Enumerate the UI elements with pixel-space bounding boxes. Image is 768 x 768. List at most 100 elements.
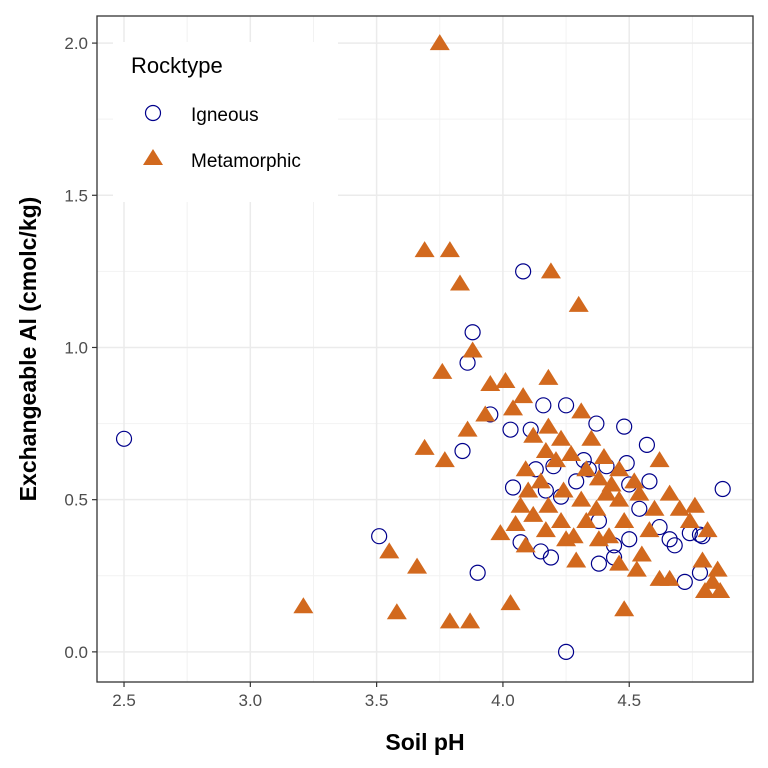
point-metamorphic [439, 612, 460, 629]
point-metamorphic [649, 451, 670, 468]
point-metamorphic [684, 496, 705, 513]
point-metamorphic [697, 521, 718, 538]
point-metamorphic [500, 594, 521, 611]
point-metamorphic [503, 399, 524, 416]
point-igneous [616, 418, 633, 435]
y-axis-ticks: 0.0 0.5 1.0 1.5 2.0 [64, 34, 97, 662]
point-metamorphic [538, 417, 559, 434]
point-igneous [557, 397, 575, 414]
point-metamorphic [515, 460, 536, 477]
point-igneous [568, 473, 585, 490]
point-metamorphic [692, 551, 713, 568]
point-metamorphic [710, 581, 731, 598]
point-metamorphic [695, 581, 716, 598]
x-axis-ticks: 2.5 3.0 3.5 4.0 4.5 [112, 682, 641, 710]
point-metamorphic [513, 387, 534, 404]
point-metamorphic [480, 375, 501, 392]
point-metamorphic [576, 460, 597, 477]
point-metamorphic [568, 295, 589, 312]
point-igneous [638, 436, 656, 453]
y-tick-label: 0.0 [64, 643, 88, 662]
point-igneous [714, 480, 731, 498]
point-metamorphic [386, 603, 407, 620]
point-igneous [676, 573, 693, 590]
legend: Rocktype Igneous Metamorphic [113, 42, 338, 202]
point-metamorphic [553, 481, 574, 498]
x-tick-label: 4.0 [491, 691, 515, 710]
point-metamorphic [535, 521, 556, 538]
point-metamorphic [530, 472, 551, 489]
point-igneous [542, 549, 560, 566]
point-metamorphic [614, 511, 635, 528]
point-metamorphic [576, 511, 597, 528]
point-igneous [590, 555, 608, 572]
point-metamorphic [538, 496, 559, 513]
point-metamorphic [586, 499, 607, 516]
point-metamorphic [518, 481, 539, 498]
point-metamorphic [551, 429, 572, 446]
point-metamorphic [523, 505, 544, 522]
point-metamorphic [563, 527, 584, 544]
point-metamorphic [659, 484, 680, 501]
point-metamorphic [379, 542, 400, 559]
legend-metamorphic-label: Metamorphic [191, 151, 301, 172]
point-metamorphic [588, 469, 609, 486]
point-metamorphic [538, 368, 559, 385]
point-metamorphic [414, 438, 435, 455]
y-tick-label: 2.0 [64, 34, 88, 53]
x-tick-label: 4.5 [617, 691, 641, 710]
x-axis-label: Soil pH [385, 729, 464, 755]
point-igneous [621, 531, 638, 548]
point-metamorphic [551, 511, 572, 528]
y-axis-label: Exchangeable Al (cmolc/kg) [15, 197, 41, 502]
point-metamorphic [626, 560, 647, 577]
point-metamorphic [510, 496, 531, 513]
point-metamorphic [614, 600, 635, 617]
point-metamorphic [571, 402, 592, 419]
point-metamorphic [439, 241, 460, 258]
point-metamorphic [449, 274, 470, 291]
point-metamorphic [293, 597, 314, 614]
x-tick-label: 3.0 [239, 691, 263, 710]
x-tick-label: 2.5 [112, 691, 136, 710]
point-metamorphic [581, 429, 602, 446]
legend-igneous-marker [144, 104, 162, 122]
point-metamorphic [434, 451, 455, 468]
point-metamorphic [535, 441, 556, 458]
point-metamorphic [659, 569, 680, 586]
data-points [115, 34, 731, 660]
point-igneous [502, 421, 519, 438]
legend-metamorphic-marker [143, 149, 163, 165]
y-tick-label: 1.0 [64, 338, 88, 357]
point-igneous [469, 564, 486, 581]
point-metamorphic [407, 557, 428, 574]
point-igneous [115, 430, 133, 447]
point-igneous [515, 263, 532, 280]
point-metamorphic [588, 530, 609, 547]
point-igneous [504, 479, 522, 496]
point-metamorphic [566, 551, 587, 568]
point-metamorphic [432, 362, 453, 379]
point-metamorphic [475, 405, 496, 422]
point-metamorphic [609, 490, 630, 507]
point-metamorphic [679, 511, 700, 528]
point-metamorphic [609, 554, 630, 571]
point-igneous [641, 473, 658, 490]
point-metamorphic [601, 475, 622, 492]
point-metamorphic [505, 515, 526, 532]
panel-border [96, 15, 754, 683]
y-tick-label: 1.5 [64, 186, 88, 205]
point-metamorphic [523, 426, 544, 443]
legend-igneous-label: Igneous [191, 105, 259, 126]
point-metamorphic [414, 241, 435, 258]
point-metamorphic [702, 572, 723, 589]
point-metamorphic [540, 262, 561, 279]
point-metamorphic [629, 484, 650, 501]
y-tick-label: 0.5 [64, 491, 88, 510]
point-igneous [371, 528, 388, 545]
point-metamorphic [593, 448, 614, 465]
point-metamorphic [495, 371, 516, 388]
point-metamorphic [490, 524, 511, 541]
x-tick-label: 3.5 [365, 691, 389, 710]
